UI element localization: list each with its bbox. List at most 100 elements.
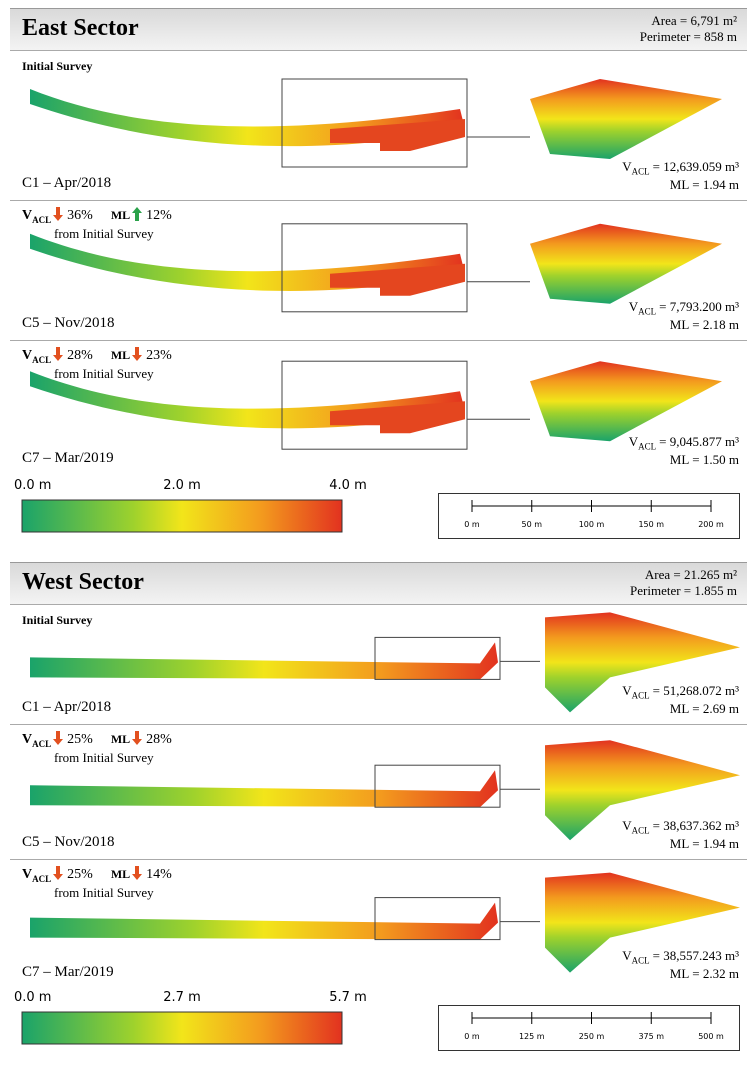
scale-label: 250 m: [579, 1032, 605, 1041]
change-basis: from Initial Survey: [54, 366, 154, 382]
terrain-3d: [530, 361, 722, 441]
vacl-symbol: V: [22, 348, 32, 363]
ml-change: 28%: [146, 732, 172, 747]
ml-label: ML: [670, 177, 690, 192]
vacl-change: 28%: [67, 348, 93, 363]
ml-line: ML= 1.94 m: [670, 836, 739, 852]
scale-label: 200 m: [698, 520, 724, 529]
vacl-line: VACL= 9,045.877 m³: [629, 434, 739, 452]
ml-value: = 2.69 m: [692, 701, 739, 716]
scale-label: 150 m: [638, 520, 664, 529]
vacl-subscript: ACL: [32, 874, 51, 884]
vacl-symbol: V: [22, 732, 32, 747]
scale-label: 0 m: [464, 520, 479, 529]
vacl-subscript: ACL: [638, 442, 656, 452]
survey-label: C7 – Mar/2019: [22, 450, 114, 467]
arrow-shape: [132, 347, 142, 361]
ml-change: 23%: [146, 348, 172, 363]
survey-panel: Initial SurveyC1 – Apr/2018VACL= 12,639.…: [10, 50, 747, 201]
figure: East SectorArea = 6,791 m²Perimeter = 85…: [0, 0, 749, 1070]
vacl-value: = 7,793.200 m³: [659, 299, 739, 314]
colorbar-label: 4.0 m: [329, 478, 366, 493]
vacl-symbol: V: [22, 867, 32, 882]
ml-value: = 1.94 m: [692, 177, 739, 192]
terrain-view: [10, 51, 747, 201]
terrain-strip: [30, 642, 498, 679]
survey-label: C7 – Mar/2019: [22, 964, 114, 981]
perimeter: Perimeter = 858 m: [640, 29, 737, 45]
vacl-symbol: V: [622, 159, 631, 174]
change-basis: from Initial Survey: [54, 885, 154, 901]
survey-title: Initial Survey: [22, 59, 92, 74]
trend-arrow: [132, 731, 142, 745]
vacl-symbol: V: [22, 208, 32, 223]
colorbar-ramp: [22, 1012, 342, 1044]
scale-label: 375 m: [638, 1032, 664, 1041]
survey-label: C5 – Nov/2018: [22, 315, 115, 332]
ml-value: = 2.18 m: [692, 317, 739, 332]
vacl-subscript: ACL: [632, 691, 650, 701]
ml-label: ML: [670, 966, 690, 981]
ml-change: 14%: [146, 867, 172, 882]
vacl-line: VACL= 7,793.200 m³: [629, 299, 739, 317]
trend-arrow: [132, 866, 142, 880]
ml-line: ML= 2.18 m: [670, 317, 739, 333]
colorbar: [20, 498, 350, 534]
vacl-symbol: V: [629, 434, 638, 449]
terrain-strip: [30, 903, 498, 940]
arrow-shape: [53, 207, 63, 221]
ml-label: ML: [111, 867, 130, 881]
vacl-symbol: V: [622, 683, 631, 698]
ml-label: ML: [111, 208, 130, 222]
ml-value: = 1.50 m: [692, 452, 739, 467]
survey-panel: VACL25%ML28%from Initial SurveyC5 – Nov/…: [10, 724, 747, 860]
vacl-subscript: ACL: [32, 355, 51, 365]
area: Area = 21.265 m²: [630, 567, 737, 583]
trend-arrow: [132, 207, 142, 221]
terrain-strip: [30, 770, 498, 807]
scale-label: 125 m: [519, 1032, 545, 1041]
ml-change: 12%: [146, 208, 172, 223]
vacl-change: 36%: [67, 208, 93, 223]
trend-arrow: [132, 347, 142, 361]
vacl-value: = 9,045.877 m³: [659, 434, 739, 449]
terrain-3d: [530, 79, 722, 159]
vacl-subscript: ACL: [32, 739, 51, 749]
colorbar-label: 2.7 m: [163, 990, 200, 1005]
ml-line: ML= 1.50 m: [670, 452, 739, 468]
ml-value: = 1.94 m: [692, 836, 739, 851]
trend-arrow: [53, 731, 63, 745]
arrow-shape: [53, 731, 63, 745]
arrow-shape: [53, 347, 63, 361]
vacl-line: VACL= 38,637.362 m³: [622, 818, 739, 836]
survey-panel: Initial SurveyC1 – Apr/2018VACL= 51,268.…: [10, 604, 747, 725]
vacl-subscript: ACL: [632, 956, 650, 966]
ml-line: ML= 2.69 m: [670, 701, 739, 717]
colorbar-label: 0.0 m: [14, 478, 51, 493]
vacl-symbol: V: [622, 818, 631, 833]
arrow-shape: [132, 207, 142, 221]
ml-label: ML: [670, 317, 690, 332]
ml-line: ML= 1.94 m: [670, 177, 739, 193]
colorbar-label: 5.7 m: [329, 990, 366, 1005]
scale-bar: [439, 1006, 739, 1050]
vacl-change: 25%: [67, 867, 93, 882]
vacl-line: VACL= 51,268.072 m³: [622, 683, 739, 701]
colorbar: [20, 1010, 350, 1046]
vacl-value: = 51,268.072 m³: [653, 683, 739, 698]
ml-label: ML: [111, 732, 130, 746]
ml-line: ML= 2.32 m: [670, 966, 739, 982]
arrow-shape: [53, 866, 63, 880]
colorbar-label: 2.0 m: [163, 478, 200, 493]
vacl-line: VACL= 38,557.243 m³: [622, 948, 739, 966]
vacl-line: VACL= 12,639.059 m³: [622, 159, 739, 177]
